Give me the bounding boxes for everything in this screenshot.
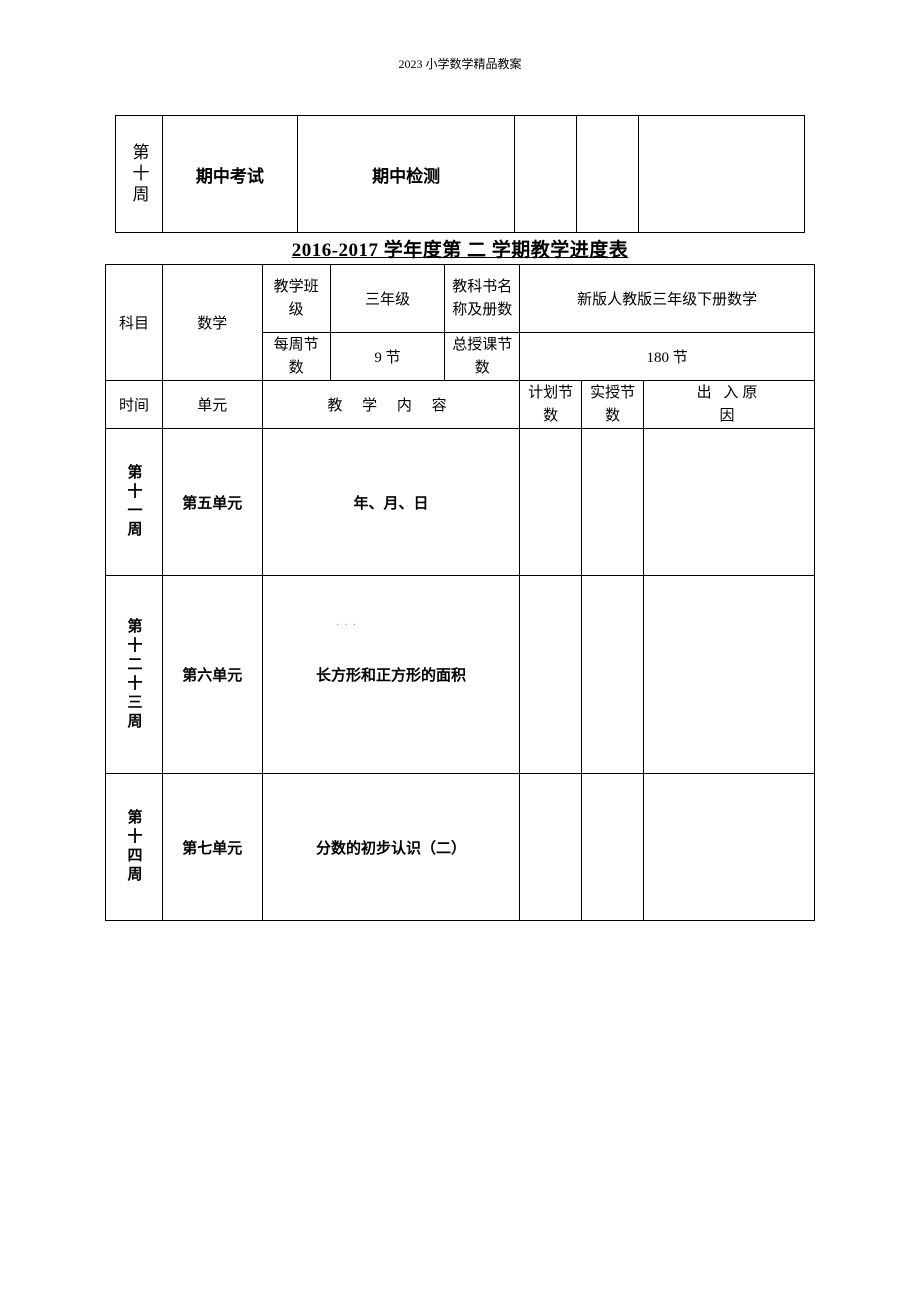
section-content-cell: 期中检测 [297,116,515,233]
reason-cell [644,576,815,774]
total-value: 180 节 [520,333,815,381]
table-row: 科目 数学 教学班级 三年级 教科书名称及册数 新版人教版三年级下册数学 [106,265,815,333]
content-cell: 年、月、日 [262,429,520,576]
table-row: 第十二十三周 第六单元 长方形和正方形的面积 [106,576,815,774]
subject-value: 数学 [162,265,262,381]
columns-row: 时间 单元 教 学 内 容 计划节数 实授节数 出 入原 因 [106,381,815,429]
planned-col: 计划节数 [520,381,582,429]
content-col: 教 学 内 容 [262,381,520,429]
textbook-value: 新版人教版三年级下册数学 [520,265,815,333]
page-title: 2016-2017 学年度第 二 学期教学进度表 [292,240,629,261]
table-row: 第十一周 第五单元 年、月、日 [106,429,815,576]
reason-cell [639,116,805,233]
content-cell: 分数的初步认识（二） [262,774,520,921]
actual-cell [582,429,644,576]
total-label: 总授课节数 [445,333,520,381]
week-cell: 第十二十三周 [106,576,163,774]
weekly-label: 每周节数 [262,333,330,381]
actual-cell [582,774,644,921]
textbook-label: 教科书名称及册数 [445,265,520,333]
content-wrapper: 第十周 期中考试 期中检测 2016-2017 学年度第 二 学期教学进度表 科… [115,115,805,921]
actual-col-text: 实授节数 [582,382,643,427]
main-table: 科目 数学 教学班级 三年级 教科书名称及册数 新版人教版三年级下册数学 每周节… [105,264,815,921]
week-text: 第十四周 [106,774,162,920]
subject-label: 科目 [106,265,163,381]
top-table: 第十周 期中考试 期中检测 [115,115,805,233]
week-text: 第十二十三周 [106,576,162,773]
title-area: 2016-2017 学年度第 二 学期教学进度表 [115,235,805,262]
content-cell: 长方形和正方形的面积 [262,576,520,774]
planned-cell [520,576,582,774]
textbook-label-text: 教科书名称及册数 [445,276,519,321]
week-cell: 第十周 [116,116,163,233]
class-value: 三年级 [330,265,445,333]
planned-col-text: 计划节数 [520,382,581,427]
planned-cell [515,116,577,233]
table-row: 第十四周 第七单元 分数的初步认识（二） [106,774,815,921]
weekly-label-text: 每周节数 [263,334,330,379]
week-text: 第十一周 [106,429,162,575]
week-cell: 第十四周 [106,774,163,921]
actual-cell [577,116,639,233]
unit-col: 单元 [162,381,262,429]
class-label: 教学班级 [262,265,330,333]
actual-cell [582,576,644,774]
week-cell: 第十一周 [106,429,163,576]
unit-cell: 第五单元 [162,429,262,576]
actual-col: 实授节数 [582,381,644,429]
total-label-text: 总授课节数 [445,334,519,379]
weekly-value: 9 节 [330,333,445,381]
header-text: 2023 小学数学精品教案 [398,57,521,71]
reason-cell [644,774,815,921]
reason-col: 出 入原 因 [644,381,815,429]
time-col: 时间 [106,381,163,429]
class-label-text: 教学班级 [263,276,330,321]
section-name-cell: 期中考试 [162,116,297,233]
planned-cell [520,774,582,921]
reason-col-text: 出 入原 因 [644,382,814,427]
unit-cell: 第六单元 [162,576,262,774]
reason-cell [644,429,815,576]
planned-cell [520,429,582,576]
week-text: 第十周 [116,116,162,232]
table-row: 第十周 期中考试 期中检测 [116,116,805,233]
watermark: ··· [336,620,361,631]
page-header: 2023 小学数学精品教案 [0,55,920,72]
unit-cell: 第七单元 [162,774,262,921]
